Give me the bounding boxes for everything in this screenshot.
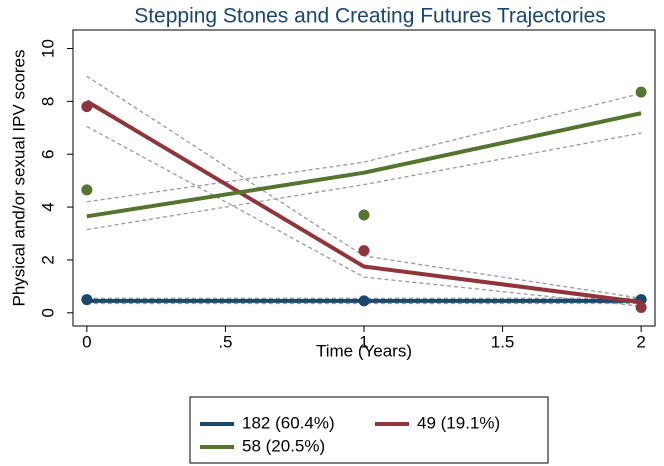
x-tick-label: 1: [359, 332, 368, 351]
observed-point: [358, 245, 370, 257]
chart-title: Stepping Stones and Creating Futures Tra…: [134, 5, 606, 28]
trajectory-line: [85, 99, 642, 305]
y-tick-label: 0: [38, 308, 57, 317]
observed-point: [358, 209, 370, 221]
confidence-bound: [86, 132, 642, 231]
y-tick-label: 6: [38, 149, 57, 158]
x-tick-label: 0: [82, 332, 91, 351]
x-tick-label: 1.5: [491, 332, 515, 351]
legend: [189, 396, 549, 464]
x-tick-label: 2: [636, 332, 645, 351]
observed-point: [81, 184, 93, 196]
observed-point: [635, 302, 647, 313]
y-tick-label: 4: [38, 202, 57, 211]
y-tick-label: 10: [38, 39, 57, 58]
x-tick-label: .5: [218, 332, 232, 351]
observed-point: [358, 295, 370, 307]
observed-point: [635, 86, 647, 98]
confidence-bound: [86, 125, 642, 307]
plot-area: [72, 29, 656, 327]
confidence-bound: [86, 92, 642, 203]
y-axis-label: Physical and/or sexual IPV scores: [9, 49, 28, 306]
legend-label: 58 (20.5%): [242, 436, 325, 455]
legend-label: 49 (19.1%): [417, 413, 500, 432]
trajectory-line: [86, 111, 642, 219]
y-tick-label: 2: [38, 255, 57, 264]
x-axis-label: Time (Years): [316, 341, 412, 360]
y-tick-label: 8: [38, 97, 57, 106]
observed-point: [81, 101, 93, 113]
observed-point: [81, 294, 93, 306]
legend-label: 182 (60.4%): [242, 413, 335, 432]
